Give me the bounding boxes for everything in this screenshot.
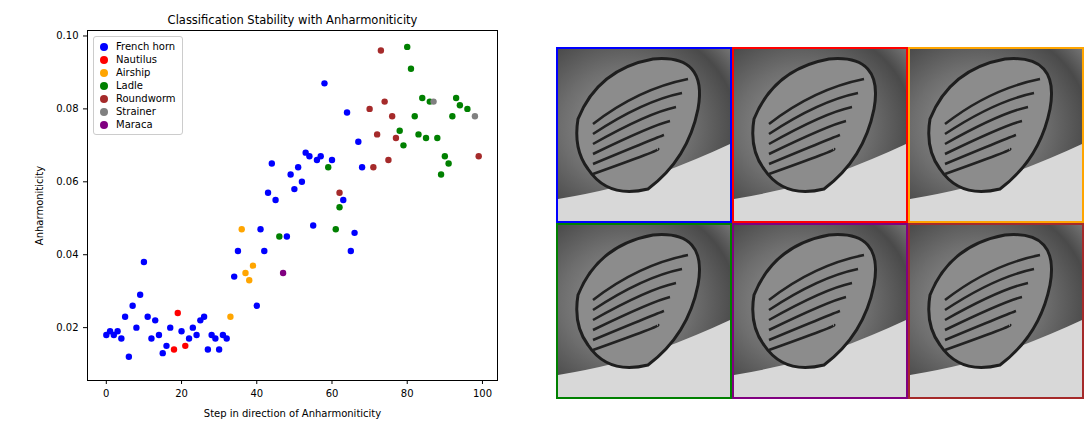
svg-text:80: 80 [401,388,414,399]
html-text:Ladle: Ladle [116,80,143,91]
svg-text:0.10: 0.10 [56,30,78,41]
html-text:Nautilus: Nautilus [116,54,157,65]
svg-text:Step in direction of Anharmoni: Step in direction of Anharmoniticity [204,408,382,419]
html-text:French horn: French horn [116,41,176,52]
svg-text:20: 20 [175,388,188,399]
svg-text:60: 60 [326,388,339,399]
svg-text:0: 0 [103,388,109,399]
html-text:Roundworm: Roundworm [116,93,176,104]
svg-text:100: 100 [473,388,492,399]
svg-text:0.04: 0.04 [56,249,78,260]
svg-text:Anharmoniticity: Anharmoniticity [34,166,45,245]
html-text:Maraca: Maraca [116,119,153,130]
svg-text:Classification Stability with: Classification Stability with Anharmonit… [168,13,418,27]
svg-text:0.02: 0.02 [56,322,78,333]
svg-text:40: 40 [250,388,263,399]
html-text:Strainer: Strainer [116,106,156,117]
svg-text:0.08: 0.08 [56,103,78,114]
svg-text:0.06: 0.06 [56,176,78,187]
html-text:Airship: Airship [116,67,151,78]
